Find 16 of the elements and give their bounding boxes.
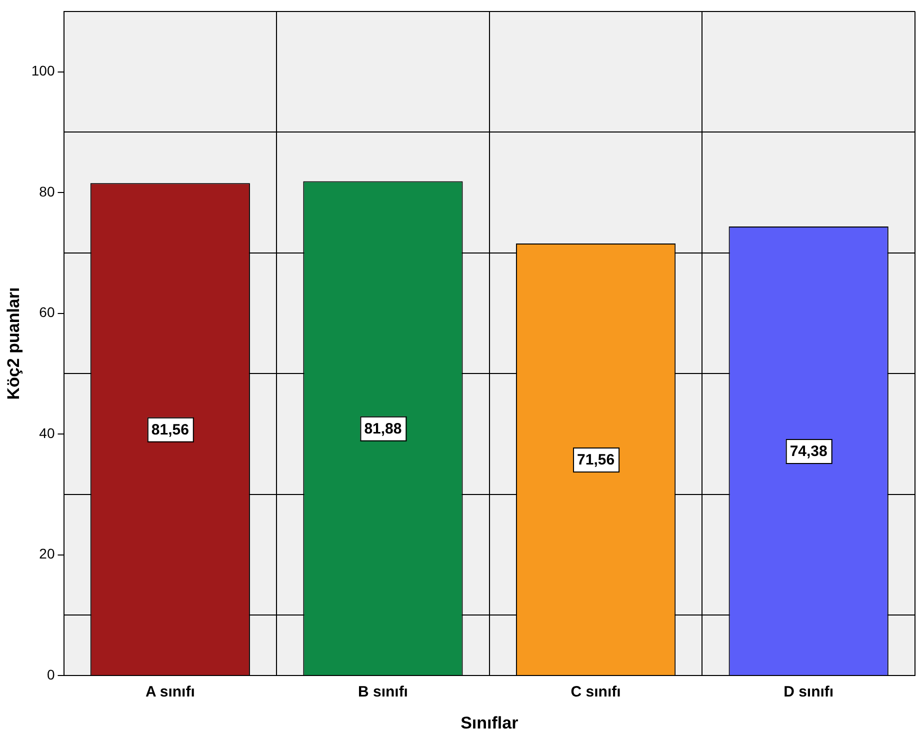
- y-tick-label: 100: [31, 62, 55, 79]
- y-tick-label: 60: [39, 304, 55, 320]
- data-label: 81,88: [364, 420, 402, 438]
- data-label: 81,56: [151, 422, 189, 439]
- y-tick-label: 0: [46, 666, 55, 682]
- y-tick-label: 80: [39, 183, 55, 200]
- y-tick-label: 20: [39, 546, 55, 562]
- data-label: 74,38: [790, 443, 828, 460]
- x-tick-label: C sınıfı: [570, 684, 621, 701]
- y-axis-title: Köç2 puanları: [4, 287, 23, 400]
- x-tick-label: A sınıfı: [145, 684, 195, 701]
- x-tick-label: D sınıfı: [784, 684, 834, 701]
- data-label: 71,56: [577, 452, 615, 469]
- y-tick-label: 40: [39, 424, 55, 441]
- x-tick-label: B sınıfı: [358, 684, 408, 701]
- x-axis-title: Sınıflar: [460, 713, 519, 732]
